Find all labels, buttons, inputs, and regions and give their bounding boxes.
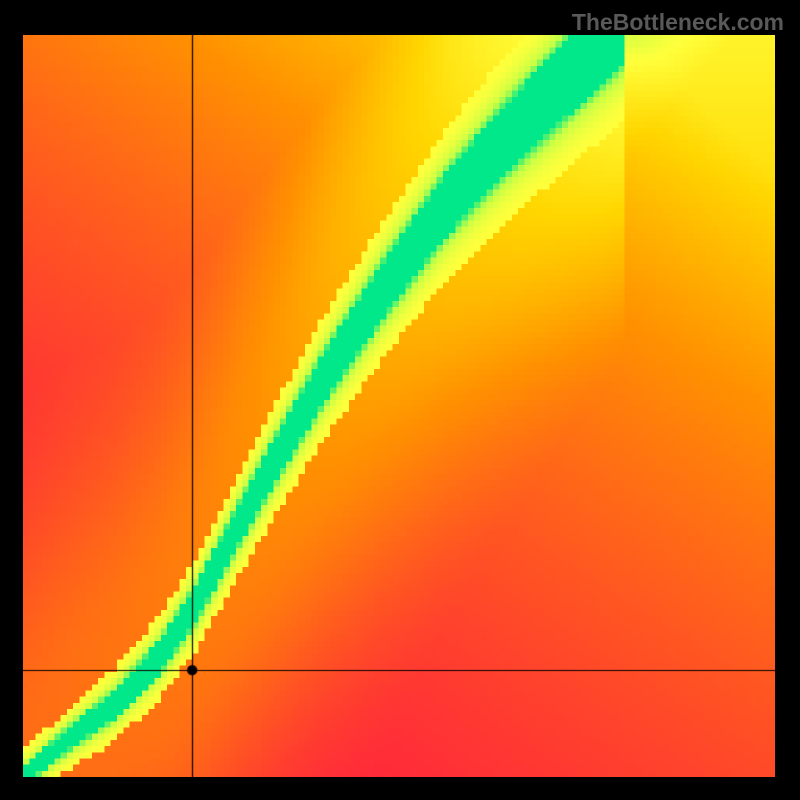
bottleneck-heatmap bbox=[23, 35, 775, 777]
watermark-label: TheBottleneck.com bbox=[572, 9, 784, 36]
chart-stage: TheBottleneck.com bbox=[0, 0, 800, 800]
